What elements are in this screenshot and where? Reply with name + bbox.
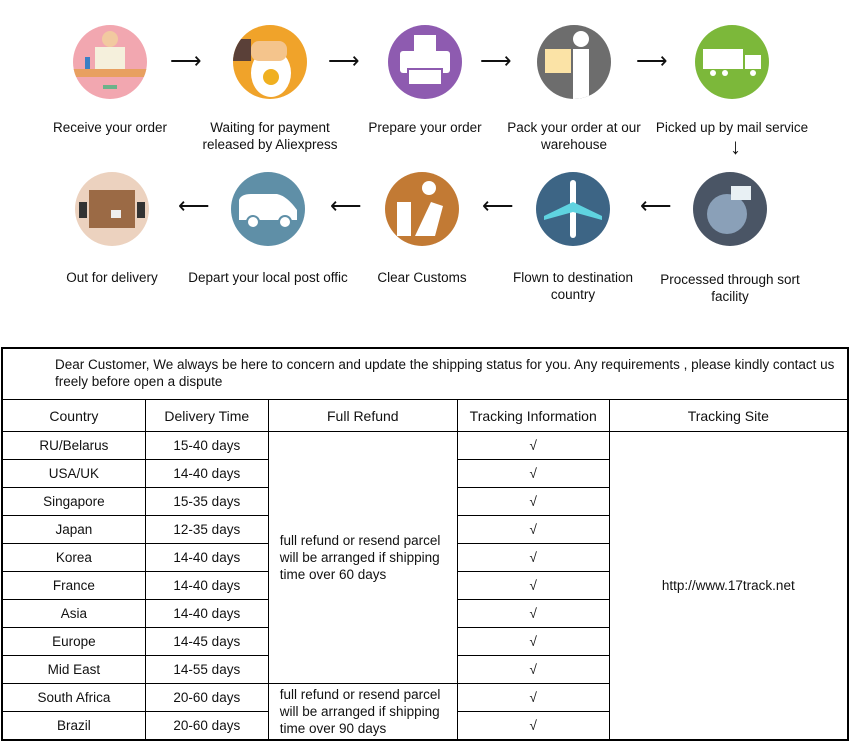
table-row: South Africa 20-60 days full refund or res… [1,683,848,741]
table-row: France 14-40 days √ [1,571,848,600]
step-depart-your-local-post-offic: Depart your local post offic [188,172,348,286]
arrow-down-icon: ↓ [730,134,741,159]
delivery-time-cell: 20-60 days [144,683,269,712]
step-pack-your-order-at-our-warehouse: Pack your order at our warehouse [494,25,654,153]
delivery-time-cell: 14-40 days [144,571,269,600]
arrow-left-icon: ⟵ [330,193,362,218]
tracking-check-cell: √ [456,627,610,656]
arrow-right-icon: ⟶ [170,48,202,73]
tracking-check-cell: √ [456,571,610,600]
message-row: Dear Customer, We always be here to conc… [1,347,849,400]
delivery-time-cell: 12-35 days [144,515,269,544]
money-bag-icon [233,25,307,99]
arrow-left-icon: ⟵ [482,193,514,218]
table-row: Korea 14-40 days √ [1,543,848,572]
step-processed-through-sort-facility: Processed through sort facility [650,172,810,305]
step-label: Pack your order at our warehouse [507,120,641,152]
table-row: Europe 14-45 days √ [1,627,848,656]
step-waiting-for-payment-released-by-aliexpress: Waiting for payment released by Aliexpre… [190,25,350,153]
arrow-right-icon: ⟶ [636,48,668,73]
person-carrying-box-icon [537,25,611,99]
step-out-for-delivery: Out for delivery [32,172,192,286]
arrow-left-icon: ⟵ [178,193,210,218]
country-cell: Mid East [1,655,146,684]
column-header: Tracking Information [456,399,610,432]
delivery-time-cell: 14-40 days [144,459,269,488]
step-receive-your-order: Receive your order [30,25,190,136]
customer-message: Dear Customer, We always be here to conc… [1,347,849,400]
delivery-time-cell: 14-55 days [144,655,269,684]
delivery-time-cell: 14-40 days [144,599,269,628]
package-delivery-icon [75,172,149,246]
step-picked-up-by-mail-service: Picked up by mail service [652,25,812,136]
step-label: Depart your local post offic [188,270,348,285]
table-row: Japan 12-35 days √ [1,515,848,544]
country-cell: Asia [1,599,146,628]
arrow-right-icon: ⟶ [328,48,360,73]
delivery-time-cell: 15-35 days [144,487,269,516]
refund-policy-90: full refund or resend parcel will be arr… [267,683,458,741]
customs-officer-icon [385,172,459,246]
table-row: USA/UK 14-40 days √ [1,459,848,488]
step-label: Out for delivery [66,270,158,285]
tracking-check-cell: √ [456,683,610,712]
tracking-check-cell: √ [456,459,610,488]
tracking-check-cell: √ [456,487,610,516]
refund-policy-60: full refund or resend parcel will be arr… [267,431,458,684]
step-label: Picked up by mail service [655,120,809,135]
table-row: RU/Belarus 15-40 days full refund or resen… [1,431,849,741]
country-cell: South Africa [1,683,146,712]
country-cell: Brazil [1,711,146,741]
step-prepare-your-order: Prepare your order [345,25,505,136]
tracking-check-cell: √ [456,711,610,741]
delivery-time-cell: 20-60 days [144,711,269,741]
step-flown-to-destination-country: Flown to destination country [493,172,653,303]
arrow-right-icon: ⟶ [480,48,512,73]
step-label: Clear Customs [377,270,467,285]
airplane-icon [536,172,610,246]
tracking-site-link[interactable]: http://www.17track.net [608,431,849,741]
delivery-time-cell: 15-40 days [144,431,269,460]
step-label: Processed through sort facility [660,272,800,304]
column-header: Tracking Site [608,399,849,432]
country-cell: Singapore [1,487,146,516]
van-icon [231,172,305,246]
shipping-table: Dear Customer, We always be here to conc… [1,347,849,741]
country-cell: RU/Belarus [1,431,146,460]
step-label: Flown to destination country [512,270,634,302]
step-clear-customs: Clear Customs [342,172,502,286]
globe-mail-icon [693,172,767,246]
delivery-time-cell: 14-45 days [144,627,269,656]
header-row: Country Delivery Time Full Refund Tracking … [1,399,849,432]
step-label: Receive your order [52,120,168,135]
column-header: Country [1,399,146,432]
tracking-check-cell: √ [456,599,610,628]
step-label: Prepare your order [368,120,482,135]
delivery-time-cell: 14-40 days [144,543,269,572]
tracking-check-cell: √ [456,655,610,684]
table-row: Brazil 20-60 days √ [1,711,848,741]
column-header: Full Refund [267,399,458,432]
tracking-check-cell: √ [456,515,610,544]
country-cell: USA/UK [1,459,146,488]
arrow-left-icon: ⟵ [640,193,672,218]
country-cell: France [1,571,146,600]
country-cell: Korea [1,543,146,572]
country-cell: Japan [1,515,146,544]
printer-icon [388,25,462,99]
tracking-check-cell: √ [456,543,610,572]
column-header: Delivery Time [144,399,269,432]
truck-icon [695,25,769,99]
person-at-desk-icon [73,25,147,99]
tracking-check-cell: √ [456,431,610,460]
step-label: Waiting for payment released by Aliexpre… [202,120,338,152]
country-cell: Europe [1,627,146,656]
